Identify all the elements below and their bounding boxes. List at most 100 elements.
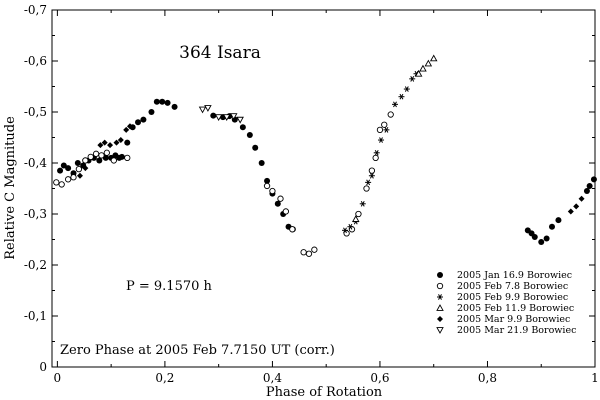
x-tick-label: 0,8 bbox=[478, 371, 497, 385]
data-point bbox=[126, 123, 133, 130]
data-point bbox=[113, 139, 120, 146]
data-point bbox=[543, 235, 550, 242]
data-point bbox=[300, 249, 307, 256]
data-point bbox=[414, 69, 423, 77]
data-point bbox=[383, 127, 390, 133]
x-tick-label: 0,2 bbox=[155, 371, 174, 385]
y-tick-label: 0 bbox=[39, 360, 47, 374]
chart-title: 364 Isara bbox=[179, 43, 261, 63]
y-tick-label: -0,5 bbox=[24, 105, 47, 119]
data-point bbox=[590, 176, 597, 183]
data-point bbox=[135, 119, 142, 126]
data-point bbox=[277, 195, 284, 202]
data-point bbox=[239, 124, 246, 131]
data-point bbox=[378, 137, 385, 143]
data-point bbox=[107, 142, 114, 149]
data-point bbox=[82, 157, 89, 164]
data-point bbox=[424, 59, 433, 67]
data-point bbox=[70, 174, 77, 181]
data-point bbox=[246, 131, 253, 138]
data-point bbox=[398, 93, 405, 100]
data-point bbox=[64, 176, 72, 183]
data-point bbox=[103, 149, 110, 156]
x-tick-label: 1 bbox=[591, 371, 599, 385]
zero-phase-annotation: Zero Phase at 2005 Feb 7.7150 UT (corr.) bbox=[60, 343, 335, 358]
data-point bbox=[365, 179, 372, 186]
data-point bbox=[403, 86, 410, 92]
legend-label: 2005 Jan 16.9 Borowiec bbox=[457, 270, 572, 281]
legend-marker bbox=[436, 304, 444, 311]
data-point bbox=[311, 246, 318, 253]
legend-label: 2005 Feb 9.9 Borowiec bbox=[457, 292, 568, 303]
series-1 bbox=[57, 98, 597, 246]
period-annotation: P = 9.1570 h bbox=[126, 279, 213, 294]
data-point bbox=[586, 182, 593, 189]
data-point bbox=[229, 113, 238, 121]
data-point bbox=[573, 203, 580, 210]
data-point bbox=[269, 187, 276, 195]
data-point bbox=[289, 226, 296, 233]
series-6 bbox=[198, 105, 244, 124]
data-point bbox=[74, 160, 81, 166]
y-axis-title: Relative C Magnitude bbox=[3, 116, 18, 260]
y-tick-label: -0,7 bbox=[24, 3, 47, 17]
legend-item: 2005 Feb 11.9 Borowiec bbox=[436, 303, 574, 314]
data-point bbox=[210, 112, 217, 119]
data-point bbox=[110, 157, 117, 164]
x-tick-label: 0,6 bbox=[370, 371, 389, 385]
legend-label: 2005 Mar 21.9 Borowiec bbox=[457, 325, 576, 336]
legend-item: 2005 Feb 9.9 Borowiec bbox=[437, 292, 568, 303]
legend-marker bbox=[436, 327, 444, 334]
data-point bbox=[538, 239, 545, 246]
y-tick-label: -0,4 bbox=[24, 156, 48, 170]
data-point bbox=[123, 126, 130, 133]
y-tick-label: -0,2 bbox=[24, 258, 47, 272]
data-point bbox=[124, 154, 131, 162]
data-point bbox=[387, 111, 394, 118]
x-tick-label: 0,4 bbox=[263, 371, 282, 385]
data-point bbox=[76, 172, 83, 179]
data-point bbox=[252, 144, 259, 151]
data-point bbox=[101, 139, 108, 146]
data-point bbox=[263, 182, 271, 190]
legend-label: 2005 Feb 11.9 Borowiec bbox=[457, 303, 574, 314]
x-tick-label: 0 bbox=[54, 371, 62, 385]
series-5 bbox=[76, 123, 585, 215]
data-point bbox=[236, 116, 244, 124]
legend-label: 2005 Feb 7.8 Borowiec bbox=[457, 281, 568, 292]
data-point bbox=[98, 152, 105, 159]
data-point bbox=[164, 99, 171, 106]
data-point bbox=[363, 185, 370, 192]
data-point bbox=[282, 208, 290, 215]
data-point bbox=[419, 64, 427, 72]
legend-marker bbox=[437, 294, 443, 300]
data-point bbox=[58, 181, 65, 188]
data-point bbox=[368, 172, 375, 179]
data-point bbox=[531, 233, 538, 240]
data-points bbox=[53, 54, 597, 257]
legend-marker bbox=[437, 316, 443, 322]
series-4 bbox=[351, 54, 438, 222]
legend-marker bbox=[436, 282, 444, 290]
data-point bbox=[159, 98, 166, 105]
data-point bbox=[359, 200, 366, 207]
data-point bbox=[140, 116, 147, 123]
y-tick-label: -0,3 bbox=[24, 207, 47, 221]
data-point bbox=[376, 126, 384, 134]
data-point bbox=[368, 167, 376, 174]
y-tick-label: -0,1 bbox=[24, 309, 47, 323]
y-tick-label: -0,6 bbox=[24, 54, 47, 68]
data-point bbox=[583, 188, 590, 195]
data-point bbox=[82, 165, 89, 172]
legend-marker bbox=[437, 272, 443, 278]
data-point bbox=[381, 121, 388, 128]
data-point bbox=[567, 208, 574, 215]
legend-label: 2005 Mar 9.9 Borowiec bbox=[457, 314, 570, 325]
series-3 bbox=[342, 70, 420, 234]
data-point bbox=[96, 157, 103, 164]
axis-ticks bbox=[52, 9, 596, 368]
data-point bbox=[578, 195, 585, 202]
data-point bbox=[258, 160, 265, 166]
data-point bbox=[57, 167, 64, 174]
x-axis-title: Phase of Rotation bbox=[266, 385, 383, 400]
